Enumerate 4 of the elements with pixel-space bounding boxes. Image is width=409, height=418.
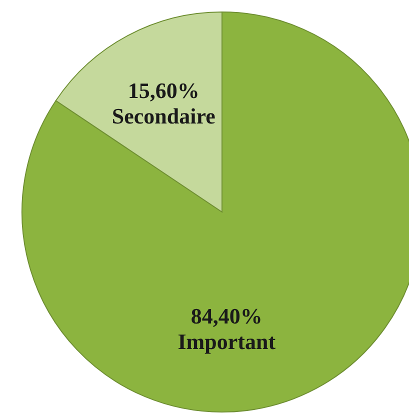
data-label: 84,40%: [190, 304, 262, 329]
data-label: 15,60%: [128, 78, 200, 104]
slice-label: Important: [178, 328, 276, 354]
slice-label: Secondaire: [112, 103, 216, 128]
